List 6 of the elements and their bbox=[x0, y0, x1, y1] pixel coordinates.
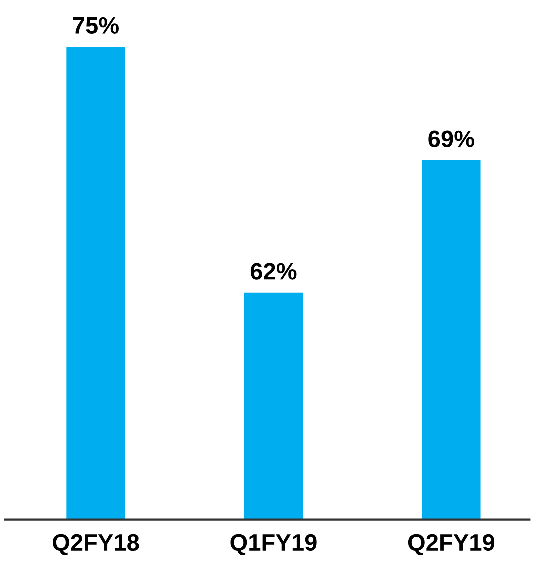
x-tick-label: Q2FY18 bbox=[53, 534, 140, 556]
data-label: 69% bbox=[428, 130, 474, 148]
data-label: 75% bbox=[73, 17, 119, 34]
x-tick-label: Q2FY19 bbox=[408, 534, 495, 556]
data-label: 62% bbox=[250, 263, 297, 280]
x-tick-label: Q1FY19 bbox=[230, 534, 317, 556]
